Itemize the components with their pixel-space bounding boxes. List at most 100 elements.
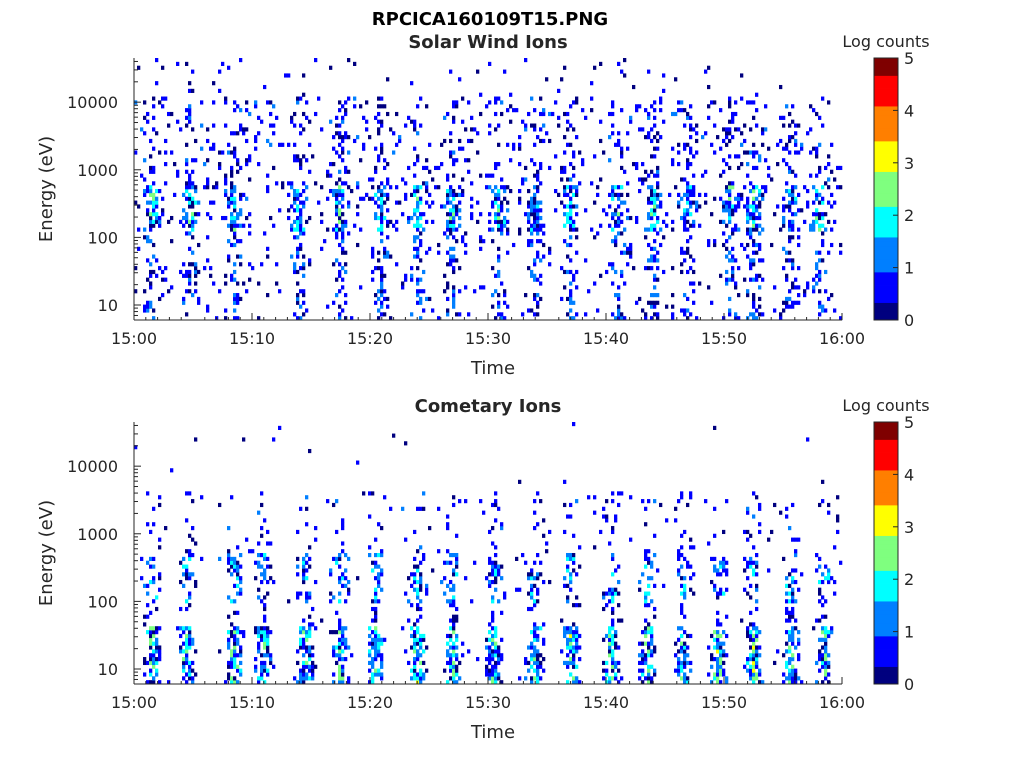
spectrogram-cell — [686, 115, 690, 120]
spectrogram-cell — [155, 649, 159, 654]
spectrogram-cell — [734, 223, 738, 228]
spectrogram-cell — [623, 73, 627, 78]
spectrogram-cell — [785, 296, 789, 302]
spectrogram-cell — [413, 173, 417, 178]
spectrogram-cell — [458, 146, 462, 151]
spectrogram-cell — [302, 560, 306, 565]
spectrogram-cell — [491, 568, 495, 573]
spectrogram-cell — [536, 227, 540, 232]
spectrogram-cell — [566, 637, 570, 642]
spectrogram-cell — [494, 96, 498, 101]
spectrogram-cell — [446, 633, 450, 639]
spectrogram-cell — [386, 219, 390, 224]
spectrogram-cell — [677, 499, 681, 504]
spectrogram-cell — [791, 595, 795, 600]
spectrogram-cell — [446, 308, 450, 313]
spectrogram-cell — [308, 595, 312, 600]
spectrogram-cell — [302, 227, 306, 232]
spectrogram-cell — [155, 219, 159, 224]
spectrogram-cell — [380, 312, 384, 317]
spectrogram-cell — [539, 200, 543, 205]
spectrogram-cell — [293, 142, 297, 147]
spectrogram-cell — [308, 142, 312, 147]
spectrogram-cell — [527, 645, 531, 650]
spectrogram-cell — [494, 215, 498, 221]
spectrogram-cell — [416, 196, 420, 201]
spectrogram-cell — [647, 641, 651, 646]
spectrogram-cell — [530, 572, 534, 577]
spectrogram-cell — [530, 308, 534, 313]
spectrogram-cell — [497, 212, 501, 217]
spectrogram-cell — [464, 250, 468, 255]
spectrogram-cell — [707, 672, 711, 677]
spectrogram-cell — [725, 281, 729, 286]
spectrogram-cell — [185, 657, 189, 662]
spectrogram-cell — [341, 189, 345, 194]
spectrogram-cell — [230, 560, 234, 565]
spectrogram-cell — [284, 73, 288, 78]
spectrogram-cell — [602, 668, 606, 673]
spectrogram-cell — [452, 115, 456, 120]
spectrogram-cell — [755, 660, 759, 666]
spectrogram-cell — [821, 595, 825, 600]
spectrogram-cell — [332, 680, 336, 685]
spectrogram-cell — [488, 560, 492, 565]
spectrogram-cell — [305, 664, 309, 669]
spectrogram-cell — [248, 177, 252, 182]
spectrogram-cell — [716, 668, 720, 673]
spectrogram-cell — [491, 579, 495, 585]
spectrogram-cell — [782, 115, 786, 120]
spectrogram-cell — [815, 154, 819, 159]
spectrogram-cell — [167, 219, 171, 224]
colorbar-step — [874, 237, 898, 242]
spectrogram-cell — [536, 676, 540, 681]
spectrogram-cell — [725, 680, 729, 685]
spectrogram-cell — [308, 668, 312, 673]
spectrogram-cell — [332, 189, 336, 194]
spectrogram-cell — [782, 123, 786, 128]
spectrogram-cell — [197, 300, 201, 305]
spectrogram-cell — [143, 227, 147, 232]
spectrogram-cell — [305, 649, 309, 654]
spectrogram-cell — [152, 657, 156, 662]
spectrogram-cell — [488, 173, 492, 178]
spectrogram-cell — [305, 676, 309, 681]
spectrogram-cell — [260, 653, 264, 658]
spectrogram-cell — [230, 192, 234, 197]
spectrogram-cell — [647, 622, 651, 627]
spectrogram-cell — [305, 637, 309, 642]
spectrogram-cell — [656, 266, 660, 271]
spectrogram-cell — [641, 572, 645, 577]
spectrogram-cell — [410, 626, 414, 631]
spectrogram-cell — [380, 146, 384, 151]
spectrogram-cell — [758, 154, 762, 159]
spectrogram-cell — [233, 223, 237, 228]
spectrogram-cell — [494, 664, 498, 669]
spectrogram-cell — [797, 242, 801, 248]
spectrogram-cell — [446, 212, 450, 217]
spectrogram-cell — [296, 204, 300, 209]
spectrogram-cell — [446, 560, 450, 565]
spectrogram-cell — [416, 246, 420, 251]
spectrogram-cell — [188, 204, 192, 209]
spectrogram-cell — [824, 645, 828, 650]
spectrogram-cell — [836, 529, 840, 535]
spectrogram-cell — [344, 181, 348, 186]
spectrogram-cell — [404, 441, 408, 446]
spectrogram-cell — [335, 212, 339, 217]
spectrogram-cell — [725, 223, 729, 228]
spectrogram-cell — [335, 115, 339, 120]
spectrogram-cell — [338, 653, 342, 658]
spectrogram-cell — [302, 664, 306, 669]
spectrogram-cell — [821, 614, 825, 619]
spectrogram-cell — [734, 227, 738, 232]
spectrogram-cell — [233, 262, 237, 267]
spectrogram-cell — [620, 200, 624, 205]
spectrogram-cell — [344, 576, 348, 581]
spectrogram-cell — [578, 181, 582, 186]
spectrogram-cell — [680, 533, 684, 538]
spectrogram-cell — [719, 219, 723, 224]
spectrogram-cell — [335, 277, 339, 282]
spectrogram-cell — [641, 641, 645, 646]
